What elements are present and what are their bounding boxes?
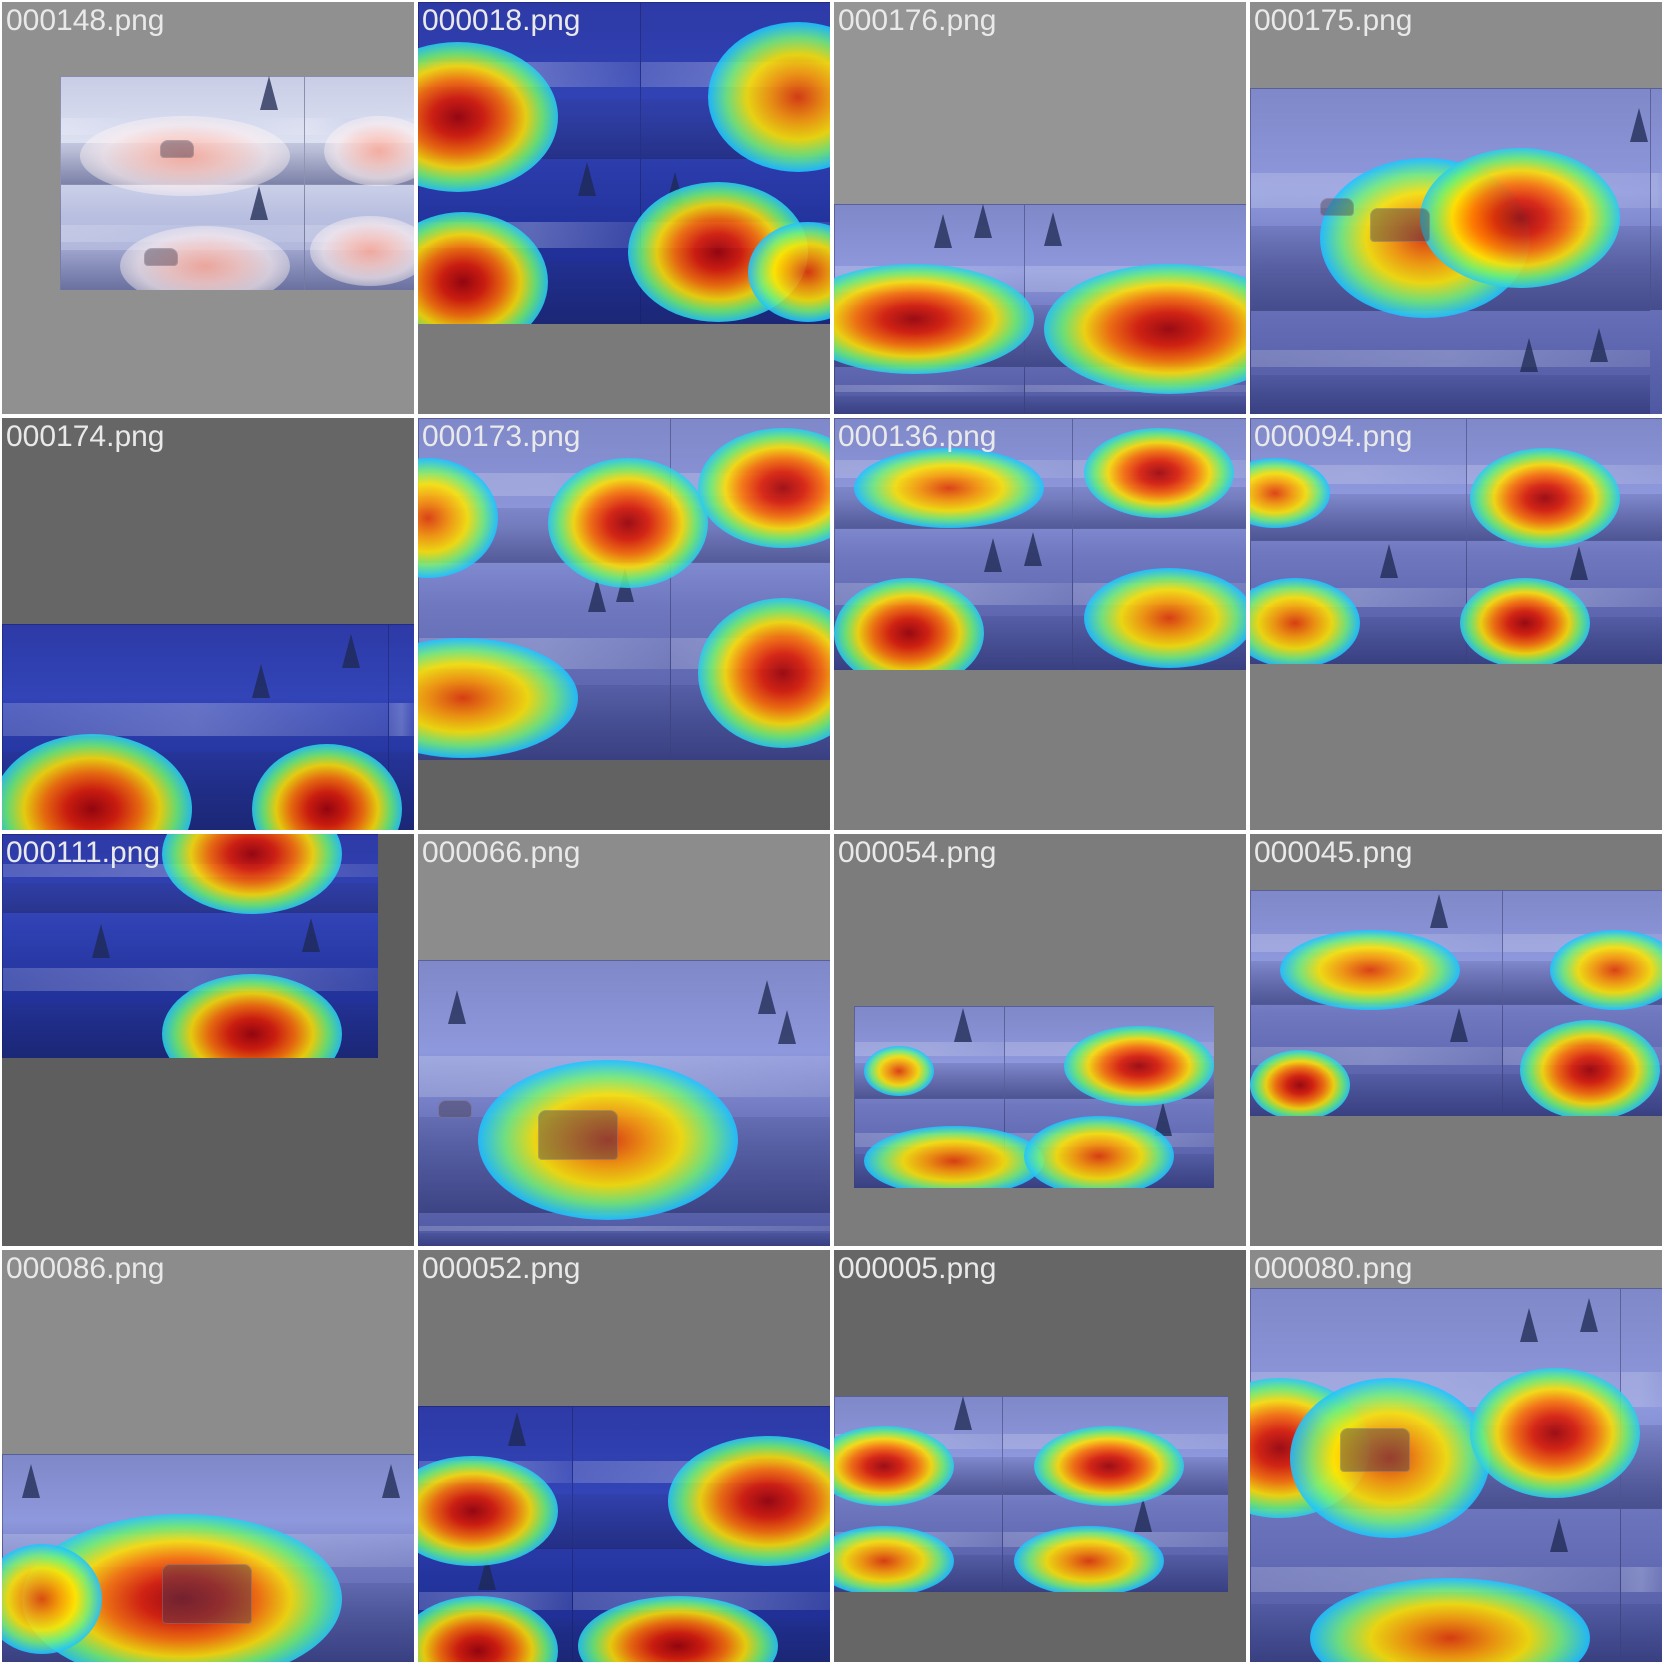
grid-cell[interactable]: 000174.png (2, 418, 414, 830)
grid-cell[interactable]: 000173.png (418, 418, 830, 830)
heatmap-image (1250, 890, 1662, 1116)
filename-label: 000018.png (422, 4, 581, 37)
filename-label: 000175.png (1254, 4, 1413, 37)
heatmap-image (834, 1396, 1228, 1592)
grid-cell[interactable]: 000045.png (1250, 834, 1662, 1246)
grid-cell[interactable]: 000175.png (1250, 2, 1662, 414)
filename-label: 000148.png (6, 4, 165, 37)
heatmap-image (418, 418, 830, 760)
heatmap-image (418, 1406, 830, 1662)
filename-label: 000054.png (838, 836, 997, 869)
filename-label: 000094.png (1254, 420, 1413, 453)
heatmap-image (60, 76, 414, 290)
heatmap-image (1250, 88, 1662, 414)
grid-cell[interactable]: 000176.png (834, 2, 1246, 414)
filename-label: 000052.png (422, 1252, 581, 1285)
filename-label: 000005.png (838, 1252, 997, 1285)
filename-label: 000045.png (1254, 836, 1413, 869)
grid-cell[interactable]: 000066.png (418, 834, 830, 1246)
heatmap-image (2, 834, 378, 1058)
filename-label: 000080.png (1254, 1252, 1413, 1285)
filename-label: 000173.png (422, 420, 581, 453)
heatmap-image (2, 1454, 414, 1662)
grid-cell[interactable]: 000018.png (418, 2, 830, 414)
grid-cell[interactable]: 000005.png (834, 1250, 1246, 1662)
grid-cell[interactable]: 000148.png (2, 2, 414, 414)
grid-cell[interactable]: 000136.png (834, 418, 1246, 830)
grid-cell[interactable]: 000080.png (1250, 1250, 1662, 1662)
grid-cell[interactable]: 000086.png (2, 1250, 414, 1662)
heatmap-image (834, 204, 1246, 414)
filename-label: 000086.png (6, 1252, 165, 1285)
filename-label: 000136.png (838, 420, 997, 453)
filename-label: 000174.png (6, 420, 165, 453)
heatmap-image (2, 624, 414, 830)
heatmap-image (1250, 418, 1662, 664)
filename-label: 000111.png (6, 836, 161, 869)
filename-label: 000176.png (838, 4, 997, 37)
heatmap-image (854, 1006, 1214, 1188)
grid-cell[interactable]: 000054.png (834, 834, 1246, 1246)
heatmap-image (418, 2, 830, 324)
grid-cell[interactable]: 000052.png (418, 1250, 830, 1662)
heatmap-image (418, 960, 830, 1246)
grid-cell[interactable]: 000094.png (1250, 418, 1662, 830)
heatmap-image (834, 418, 1246, 670)
heatmap-image (1250, 1288, 1662, 1662)
filename-label: 000066.png (422, 836, 581, 869)
grid-cell[interactable]: 000111.png (2, 834, 414, 1246)
